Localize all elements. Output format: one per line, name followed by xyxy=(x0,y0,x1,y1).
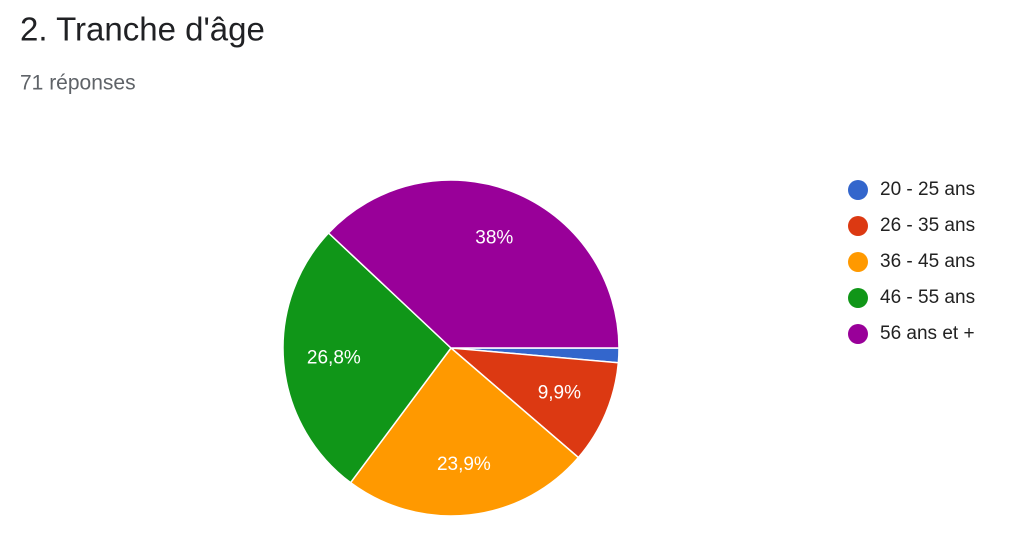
pie-slice xyxy=(349,346,580,517)
legend-label: 56 ans et + xyxy=(880,323,975,344)
legend-swatch xyxy=(848,180,868,200)
chart-title: 2. Tranche d'âge xyxy=(20,11,265,48)
legend-swatch xyxy=(848,252,868,272)
pie-slice xyxy=(327,179,620,349)
legend-label: 26 - 35 ans xyxy=(880,215,975,236)
legend-swatch xyxy=(848,324,868,344)
slice-label: 9,9% xyxy=(538,383,581,404)
legend-swatch xyxy=(848,288,868,308)
legend-swatch xyxy=(848,216,868,236)
legend-label: 46 - 55 ans xyxy=(880,287,975,308)
slice-label: 23,9% xyxy=(437,454,491,475)
pie-slice xyxy=(282,231,453,484)
slice-label: 26,8% xyxy=(307,347,361,368)
legend-label: 36 - 45 ans xyxy=(880,251,975,272)
chart-subtitle: 71 réponses xyxy=(20,72,136,95)
legend-label: 20 - 25 ans xyxy=(880,179,975,200)
pie-slice xyxy=(448,347,620,459)
slice-label: 38% xyxy=(475,228,513,249)
